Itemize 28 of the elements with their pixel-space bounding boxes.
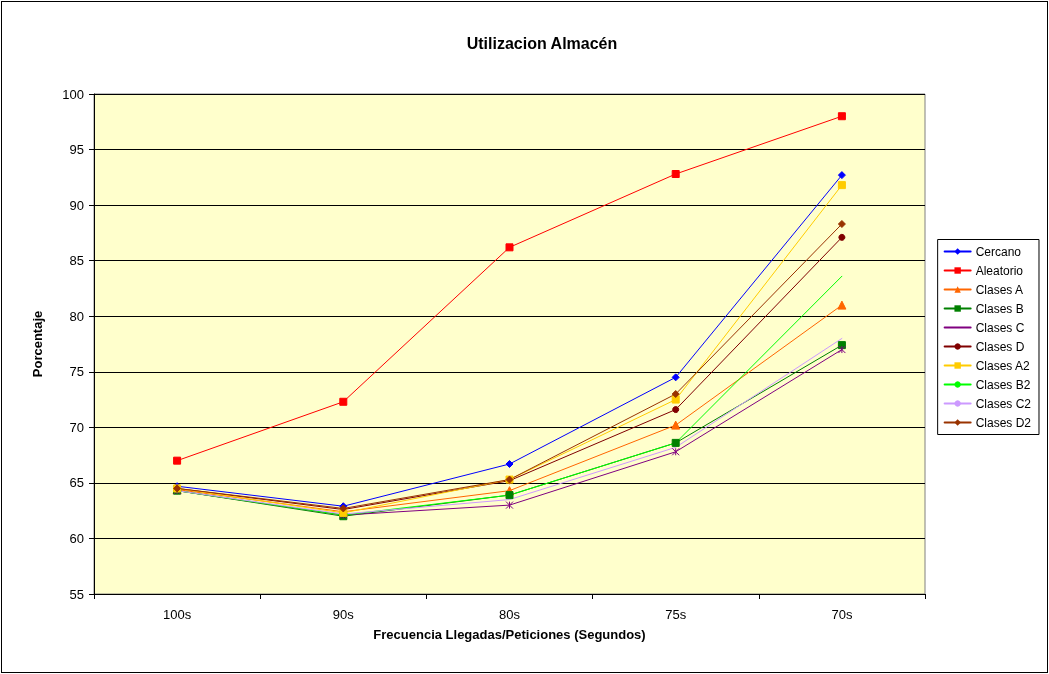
legend-label: Aleatorio [975, 263, 1024, 278]
x-tick-label: 70s [831, 607, 853, 622]
chart-title: Utilizacion Almacén [466, 34, 618, 52]
y-tick-label: 55 [69, 586, 84, 602]
legend-label: Clases D2 [975, 415, 1032, 430]
x-tick-label: 100s [163, 607, 192, 622]
y-tick-label: 90 [69, 197, 84, 213]
legend-label: Clases C2 [975, 396, 1032, 411]
x-axis-title: Frecuencia Llegadas/Peticiones (Segundos) [373, 627, 646, 642]
y-tick-label: 75 [69, 364, 84, 380]
legend-label: Clases A [975, 282, 1024, 297]
y-tick-label: 85 [69, 253, 84, 269]
legend-label: Cercano [975, 244, 1022, 259]
y-tick-label: 100 [62, 86, 84, 102]
legend-label: Clases C [975, 320, 1025, 335]
legend-label: Clases D [975, 339, 1025, 354]
y-tick-label: 65 [69, 475, 84, 491]
y-axis-title: Porcentaje [30, 310, 45, 378]
x-tick-label: 80s [499, 607, 521, 622]
x-tick-label: 90s [332, 607, 355, 622]
y-tick-label: 80 [69, 308, 84, 324]
y-tick-label: 70 [69, 419, 84, 435]
legend-label: Clases B [975, 301, 1024, 316]
legend-label: Clases A2 [975, 358, 1030, 373]
x-tick-label: 75s [665, 607, 687, 622]
y-tick-label: 60 [69, 530, 84, 546]
legend-label: Clases B2 [975, 377, 1031, 392]
y-tick-label: 95 [69, 142, 84, 158]
